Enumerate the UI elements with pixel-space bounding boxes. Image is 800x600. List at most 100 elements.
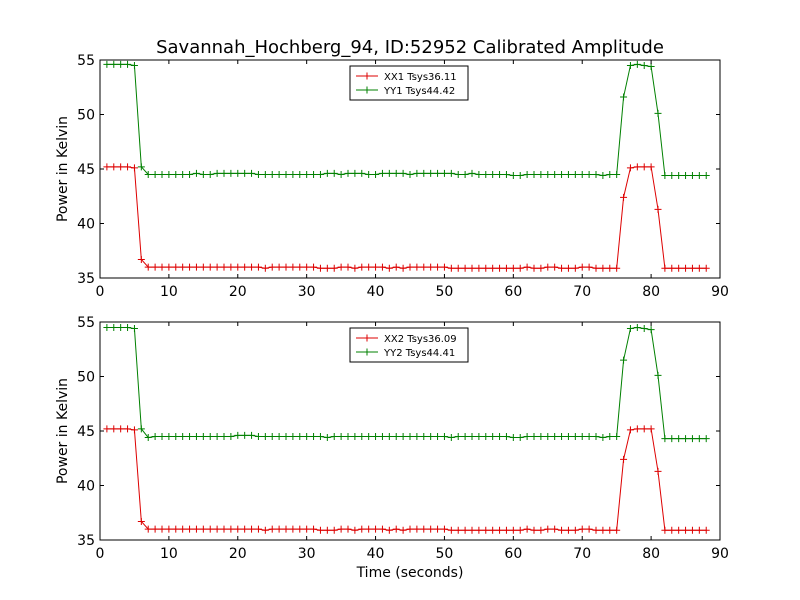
data-point <box>179 432 187 440</box>
data-point <box>392 169 400 177</box>
data-point <box>199 170 207 178</box>
data-point <box>206 170 214 178</box>
data-point <box>220 263 228 271</box>
data-point <box>358 432 366 440</box>
data-point <box>268 525 276 533</box>
data-point <box>571 264 579 272</box>
data-point <box>261 170 269 178</box>
data-point <box>682 435 690 443</box>
data-point <box>702 264 710 272</box>
data-point <box>124 323 132 331</box>
data-point <box>496 432 504 440</box>
data-point <box>509 172 517 180</box>
data-point <box>420 169 428 177</box>
data-point <box>599 526 607 534</box>
series-xx1 <box>103 163 710 272</box>
data-point <box>117 163 125 171</box>
y-tick-label: 40 <box>77 479 95 495</box>
data-point <box>213 432 221 440</box>
data-point <box>117 323 125 331</box>
data-point <box>523 525 531 533</box>
data-point <box>461 170 469 178</box>
data-point <box>275 432 283 440</box>
data-point <box>248 431 256 439</box>
legend: XX1 Tsys36.11 YY1 Tsys44.42 <box>349 65 469 101</box>
data-point <box>537 432 545 440</box>
x-tick-label: 80 <box>642 284 660 300</box>
data-point <box>544 432 552 440</box>
x-tick-label: 0 <box>96 284 105 300</box>
y-tick-label: 50 <box>77 108 95 124</box>
panel-2: 0 10 20 30 40 50 60 70 80 90 35 40 45 50 55 Power in Ke… <box>55 315 729 581</box>
data-point <box>661 526 669 534</box>
data-point <box>661 172 669 180</box>
data-point <box>558 170 566 178</box>
data-point <box>192 525 200 533</box>
data-point <box>468 264 476 272</box>
data-point <box>358 525 366 533</box>
data-point <box>647 163 655 171</box>
data-point <box>688 172 696 180</box>
data-point <box>323 434 331 442</box>
data-point <box>413 525 421 533</box>
legend: XX2 Tsys36.09 YY2 Tsys44.41 <box>349 327 469 363</box>
data-point <box>351 264 359 272</box>
data-point <box>330 264 338 272</box>
data-point <box>475 432 483 440</box>
data-point <box>640 163 648 171</box>
data-point <box>323 264 331 272</box>
data-point <box>551 170 559 178</box>
data-point <box>186 525 194 533</box>
legend-box <box>349 327 469 363</box>
data-point <box>234 169 242 177</box>
data-point <box>323 526 331 534</box>
data-point <box>620 193 628 201</box>
data-point <box>530 432 538 440</box>
data-point <box>165 170 173 178</box>
data-point <box>537 170 545 178</box>
x-tick-label: 50 <box>436 284 454 300</box>
data-point <box>158 170 166 178</box>
data-point <box>234 525 242 533</box>
data-point <box>192 432 200 440</box>
y-tick-label: 40 <box>77 217 95 233</box>
data-point <box>454 526 462 534</box>
x-tick-label: 10 <box>160 284 178 300</box>
data-point <box>344 263 352 271</box>
data-point <box>241 525 249 533</box>
data-point <box>440 169 448 177</box>
x-tick-label: 90 <box>711 284 729 300</box>
data-point <box>337 525 345 533</box>
data-point <box>440 263 448 271</box>
data-point <box>254 432 262 440</box>
data-point <box>275 525 283 533</box>
data-point <box>509 526 517 534</box>
data-point <box>372 170 380 178</box>
data-point <box>578 170 586 178</box>
data-point <box>158 432 166 440</box>
data-point <box>378 432 386 440</box>
data-point <box>675 172 683 180</box>
data-point <box>592 264 600 272</box>
data-point <box>695 435 703 443</box>
data-point <box>282 525 290 533</box>
legend-entry-label: YY2 Tsys44.41 <box>383 348 455 359</box>
data-point <box>509 434 517 442</box>
data-point <box>468 432 476 440</box>
data-point <box>158 263 166 271</box>
data-point <box>289 525 297 533</box>
data-point <box>282 432 290 440</box>
data-point <box>668 172 676 180</box>
data-point <box>516 434 524 442</box>
data-point <box>365 525 373 533</box>
data-point <box>427 263 435 271</box>
data-point <box>213 169 221 177</box>
y-tick-label: 45 <box>77 424 95 440</box>
data-point <box>399 432 407 440</box>
data-point <box>124 60 132 68</box>
legend-marker <box>363 72 371 80</box>
data-point <box>564 526 572 534</box>
x-tick-label: 10 <box>160 546 178 562</box>
data-point <box>227 432 235 440</box>
data-point <box>378 525 386 533</box>
